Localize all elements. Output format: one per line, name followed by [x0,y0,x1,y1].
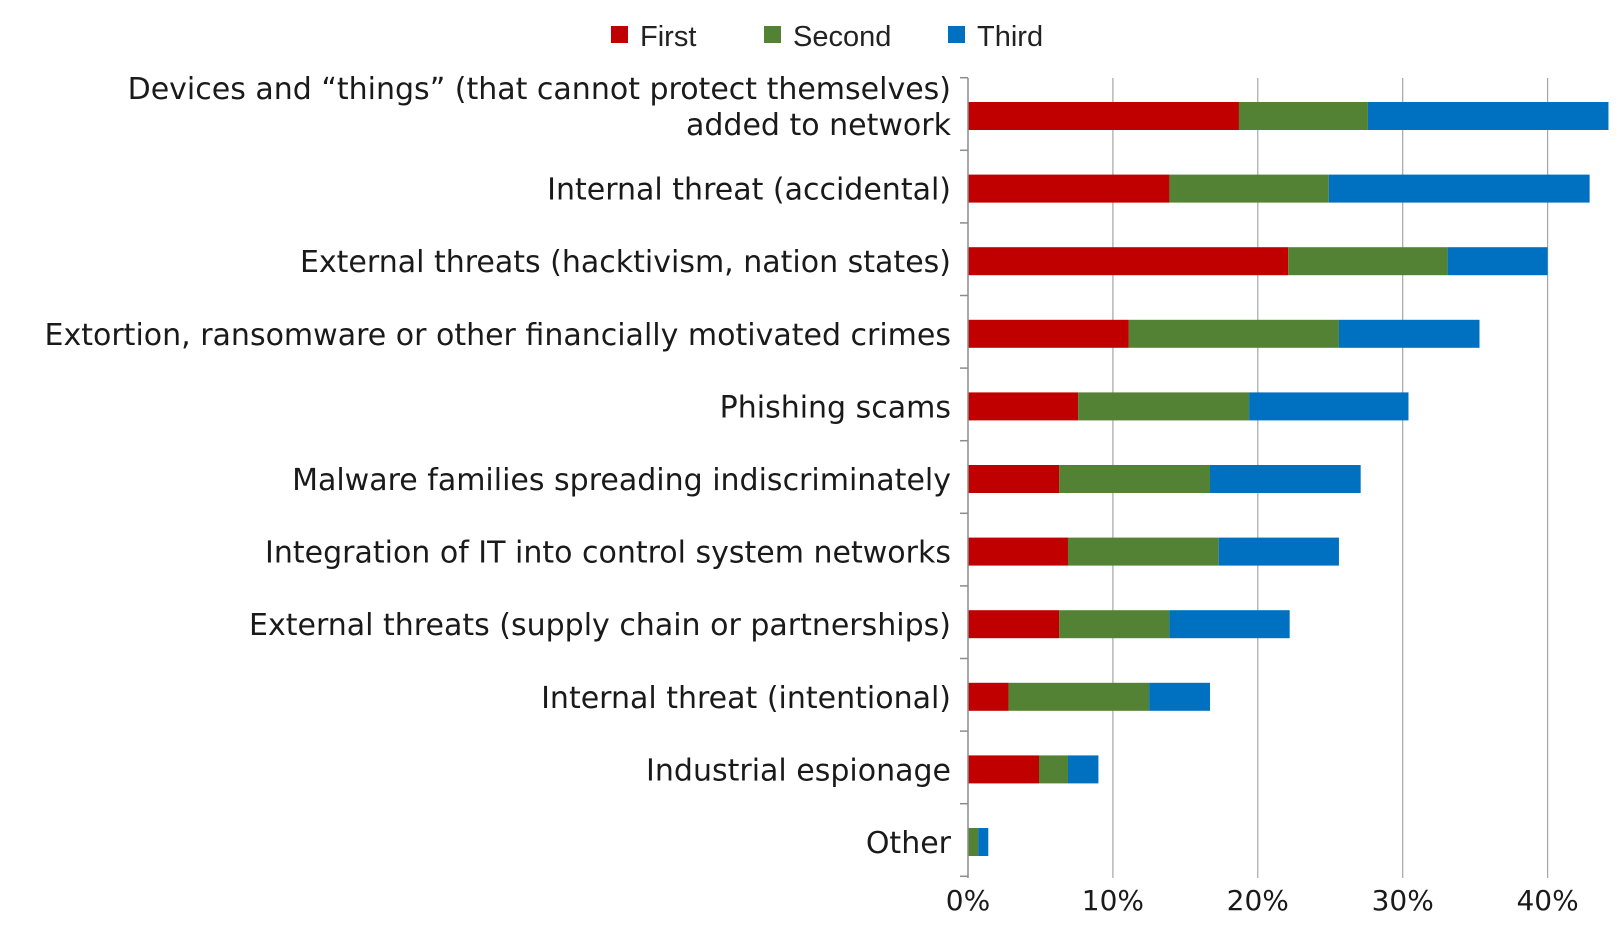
bar-first-5 [968,465,1060,493]
legend-swatch-second [764,26,781,43]
bar-second-6 [1067,537,1219,566]
category-label-7: External threats (supply chain or partne… [249,608,951,643]
legend: First Second Third [611,21,1043,53]
bar-second-3 [1128,319,1339,348]
bar-third-7 [1169,610,1290,639]
x-tick-label-40: 40% [1516,884,1578,917]
category-label-4: Phishing scams [720,390,951,425]
category-labels: Devices and “things” (that cannot protec… [45,72,952,861]
category-label-9: Industrial espionage [646,753,951,788]
bar-second-1 [1169,174,1329,203]
x-tick-labels: 0% 10% 20% 30% 40% [946,884,1579,917]
category-label-6: Integration of IT into control system ne… [265,536,951,571]
bar-third-10 [978,828,989,856]
bar-second-2 [1288,247,1448,276]
axis [960,76,969,878]
bars [968,102,1609,856]
bar-third-3 [1338,319,1480,348]
x-tick-label-0: 0% [946,884,990,917]
bar-third-6 [1218,537,1339,566]
x-tick-label-30: 30% [1372,884,1434,917]
bar-first-2 [968,247,1289,276]
legend-label-first: First [640,21,696,53]
bar-third-4 [1249,392,1409,421]
category-label-10: Other [866,826,952,861]
category-label-5: Malware families spreading indiscriminat… [292,463,951,498]
bar-third-1 [1328,174,1590,203]
x-tick-label-20: 20% [1227,884,1289,917]
legend-label-second: Second [793,21,891,53]
category-label-8: Internal threat (intentional) [541,681,951,716]
bar-third-5 [1209,465,1361,493]
bar-first-6 [968,537,1068,566]
bar-second-0 [1238,102,1368,130]
bar-third-9 [1067,755,1099,784]
category-label-3: Extortion, ransomware or other financial… [45,318,951,353]
bar-first-9 [968,755,1040,784]
bar-third-2 [1447,247,1548,276]
legend-swatch-first [611,26,628,43]
bar-first-8 [968,682,1009,711]
legend-label-third: Third [977,21,1043,53]
bar-second-9 [1039,755,1068,784]
legend-swatch-third [948,26,965,43]
bar-second-5 [1059,465,1210,493]
bar-third-0 [1367,102,1609,130]
bar-third-8 [1149,682,1210,711]
bar-second-10 [968,828,979,856]
category-label-2: External threats (hacktivism, nation sta… [300,245,951,280]
bar-first-0 [968,102,1239,130]
bar-first-1 [968,174,1170,203]
bar-first-3 [968,319,1129,348]
bar-first-4 [968,392,1079,421]
bar-second-4 [1078,392,1250,421]
x-tick-label-10: 10% [1082,884,1144,917]
bar-second-7 [1059,610,1170,639]
category-label-1: Internal threat (accidental) [547,173,951,208]
category-label-0-line-0: Devices and “things” (that cannot protec… [128,72,951,107]
bar-first-7 [968,610,1060,639]
category-label-0-line-1: added to network [686,108,952,143]
bar-second-8 [1008,682,1150,711]
